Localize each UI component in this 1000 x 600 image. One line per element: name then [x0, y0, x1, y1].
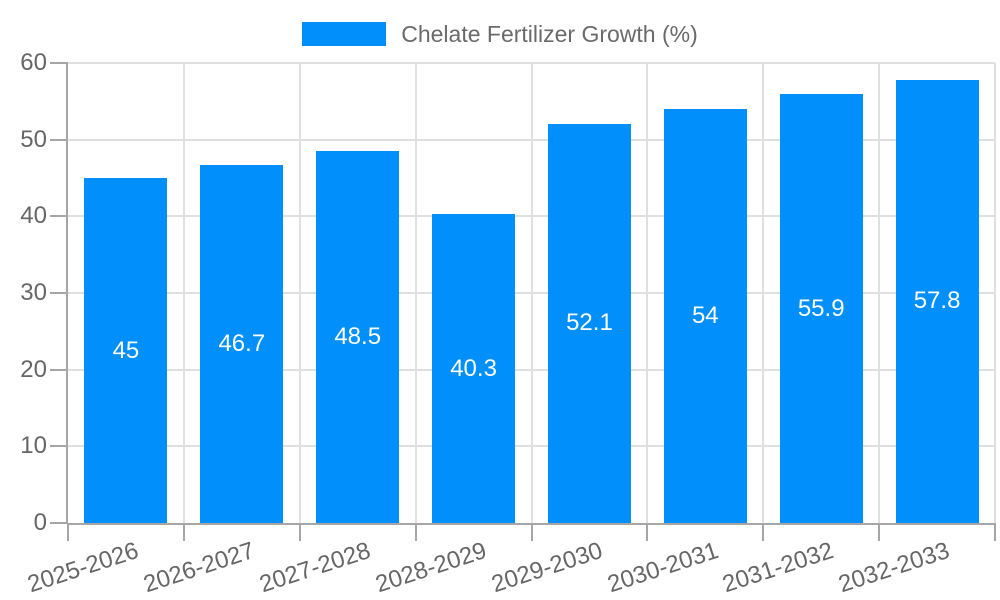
x-tick-mark — [298, 523, 301, 541]
x-tick-label: 2025-2026 — [24, 537, 142, 599]
bar[interactable] — [663, 109, 747, 523]
x-tick-label: 2026-2027 — [140, 537, 258, 599]
v-gridline — [530, 63, 533, 523]
x-tick-mark — [994, 523, 996, 541]
y-tick-label: 60 — [20, 49, 47, 76]
y-tick-label: 0 — [33, 509, 47, 536]
bar-value-label: 55.9 — [797, 294, 845, 322]
x-tick-label: 2030-2031 — [603, 537, 722, 599]
y-tick-mark — [50, 292, 68, 294]
y-axis-line — [66, 63, 68, 523]
y-tick-label: 30 — [20, 279, 47, 306]
bar-value-label: 46.7 — [218, 329, 266, 357]
bar[interactable] — [779, 94, 863, 523]
y-tick-mark — [50, 522, 68, 524]
x-tick-mark — [878, 523, 881, 541]
x-tick-mark — [530, 523, 533, 541]
y-tick-label: 50 — [20, 125, 47, 153]
x-tick-mark — [414, 523, 417, 541]
bar[interactable] — [316, 151, 400, 523]
v-gridline — [414, 63, 417, 523]
x-tick-label: 2029-2030 — [487, 537, 606, 599]
v-gridline — [762, 63, 765, 523]
bar-value-label: 54 — [691, 302, 719, 329]
v-gridline — [646, 63, 649, 523]
bar[interactable] — [84, 178, 168, 523]
chart-legend[interactable]: Chelate Fertilizer Growth (%) — [0, 18, 1000, 50]
bar-value-label: 48.5 — [334, 323, 382, 351]
bar[interactable] — [547, 123, 631, 523]
x-tick-label: 2028-2029 — [372, 537, 490, 599]
legend-swatch-icon — [302, 22, 387, 46]
x-tick-label: 2031-2032 — [719, 537, 838, 599]
y-tick-mark — [50, 445, 68, 448]
x-tick-mark — [182, 523, 185, 541]
y-tick-mark — [50, 368, 68, 371]
bar-value-label: 57.8 — [913, 287, 961, 315]
y-tick-mark — [50, 62, 68, 64]
legend-label: Chelate Fertilizer Growth (%) — [401, 20, 698, 47]
bar[interactable] — [200, 164, 284, 523]
x-tick-mark — [67, 523, 69, 541]
x-tick-label: 2027-2028 — [256, 537, 374, 599]
v-gridline — [994, 63, 996, 523]
y-tick-label: 20 — [20, 355, 47, 383]
bar-value-label: 52.1 — [566, 309, 613, 337]
v-gridline — [298, 63, 301, 523]
y-tick-label: 40 — [20, 202, 47, 230]
bar[interactable] — [432, 214, 516, 523]
x-axis-line — [68, 523, 995, 525]
bar-value-label: 40.3 — [450, 354, 497, 382]
y-tick-mark — [50, 138, 68, 141]
v-gridline — [878, 63, 881, 523]
x-tick-label: 2032-2033 — [835, 537, 954, 599]
bar[interactable] — [895, 79, 979, 523]
x-tick-mark — [646, 523, 649, 541]
y-tick-mark — [50, 215, 68, 218]
v-gridline — [182, 63, 185, 523]
x-tick-mark — [762, 523, 765, 541]
y-tick-label: 10 — [20, 432, 47, 460]
bar-value-label: 45 — [112, 336, 140, 364]
